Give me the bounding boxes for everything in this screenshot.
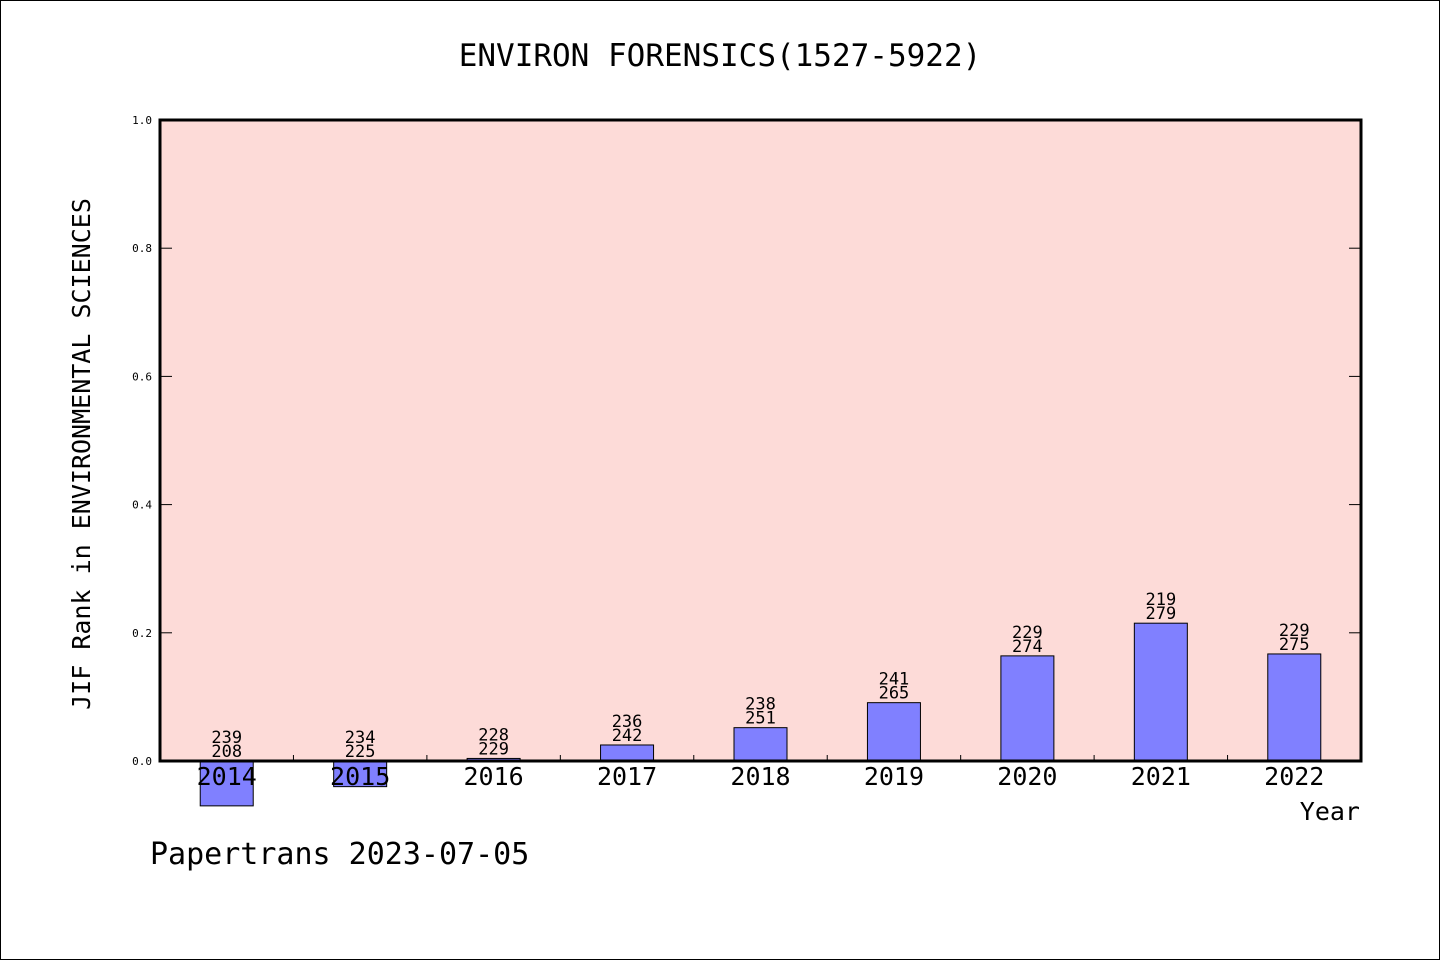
bar-2015 — [333, 760, 388, 788]
rank-label-2016: 228 — [478, 725, 509, 745]
bar-2019 — [866, 702, 921, 762]
total-label-2020: 274 — [1012, 637, 1043, 657]
y-tick-label: 0.6 — [132, 370, 152, 383]
ticks-layer: 0.0 0.2 0.4 0.6 0.8 1.0 — [132, 114, 1361, 768]
x-tick-label-2021: 2021 — [1131, 762, 1191, 791]
total-label-2022: 275 — [1279, 635, 1310, 655]
footer-text: Papertrans 2023-07-05 — [150, 837, 529, 872]
x-tick-label-2019: 2019 — [864, 762, 924, 791]
y-tick-label: 1.0 — [132, 114, 152, 127]
axes-frame — [158, 118, 1363, 763]
x-axis-label: Year — [1300, 797, 1360, 826]
rank-label-2021: 219 — [1145, 590, 1176, 610]
bar-2020 — [1000, 655, 1055, 762]
x-tick-label-2015: 2015 — [330, 762, 390, 791]
bar-2017 — [600, 744, 655, 762]
x-tick-label-2017: 2017 — [597, 762, 657, 791]
total-label-2019: 265 — [879, 684, 910, 704]
y-axis-label: JIF Rank in ENVIRONMENTAL SCIENCES — [67, 198, 96, 710]
rank-label-2019: 241 — [879, 670, 910, 690]
rank-label-2018: 238 — [745, 695, 776, 715]
total-label-2021: 279 — [1145, 604, 1176, 624]
chart-title: ENVIRON FORENSICS(1527-5922) — [459, 38, 982, 74]
x-tick-label-2014: 2014 — [197, 762, 257, 791]
labels-layer: 2082392014225234201522922820162422362017… — [197, 590, 1325, 791]
total-label-2014: 208 — [211, 742, 242, 762]
y-tick-label: 0.0 — [132, 755, 152, 768]
bar-2022 — [1267, 653, 1322, 762]
x-tick-label-2016: 2016 — [464, 762, 524, 791]
rank-label-2015: 234 — [345, 728, 376, 748]
bar-2018 — [733, 727, 788, 762]
x-tick-label-2020: 2020 — [997, 762, 1057, 791]
x-tick-label-2022: 2022 — [1264, 762, 1324, 791]
rank-label-2020: 229 — [1012, 623, 1043, 643]
bar-2021 — [1133, 622, 1188, 762]
total-label-2015: 225 — [345, 742, 376, 762]
rank-label-2017: 236 — [612, 712, 643, 732]
axes-border — [158, 118, 1363, 763]
x-tick-label-2018: 2018 — [730, 762, 790, 791]
y-tick-label: 0.2 — [132, 627, 152, 640]
y-tick-label: 0.4 — [132, 499, 152, 512]
y-tick-label: 0.8 — [132, 242, 152, 255]
rank-label-2014: 239 — [211, 728, 242, 748]
total-label-2016: 229 — [478, 739, 509, 759]
rank-label-2022: 229 — [1279, 621, 1310, 641]
total-label-2018: 251 — [745, 709, 776, 729]
bars-layer — [199, 622, 1322, 807]
total-label-2017: 242 — [612, 726, 643, 746]
